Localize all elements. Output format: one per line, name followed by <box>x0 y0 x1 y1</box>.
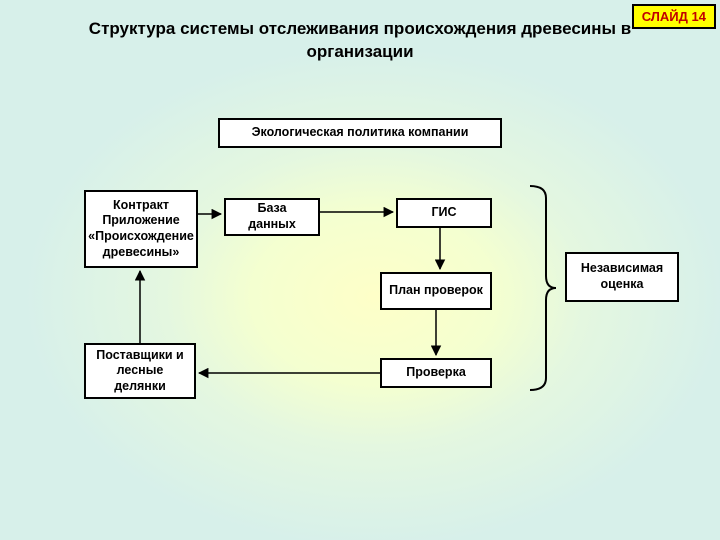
node-policy: Экологическая политика компании <box>218 118 502 148</box>
node-contract: Контракт Приложение «Происхождение древе… <box>84 190 198 268</box>
node-db: База данных <box>224 198 320 236</box>
node-label: ГИС <box>431 205 456 221</box>
node-plan: План проверок <box>380 272 492 310</box>
node-label: Проверка <box>406 365 466 381</box>
node-label: База данных <box>232 201 312 232</box>
node-label: Экологическая политика компании <box>252 125 469 141</box>
node-gis: ГИС <box>396 198 492 228</box>
node-check: Проверка <box>380 358 492 388</box>
node-label: Контракт Приложение «Происхождение древе… <box>88 198 194 261</box>
node-label: Независимая оценка <box>573 261 671 292</box>
node-assess: Независимая оценка <box>565 252 679 302</box>
node-label: План проверок <box>389 283 483 299</box>
slide-title: Структура системы отслеживания происхожд… <box>0 18 720 64</box>
node-label: Поставщики и лесные делянки <box>92 348 188 395</box>
node-suppliers: Поставщики и лесные делянки <box>84 343 196 399</box>
